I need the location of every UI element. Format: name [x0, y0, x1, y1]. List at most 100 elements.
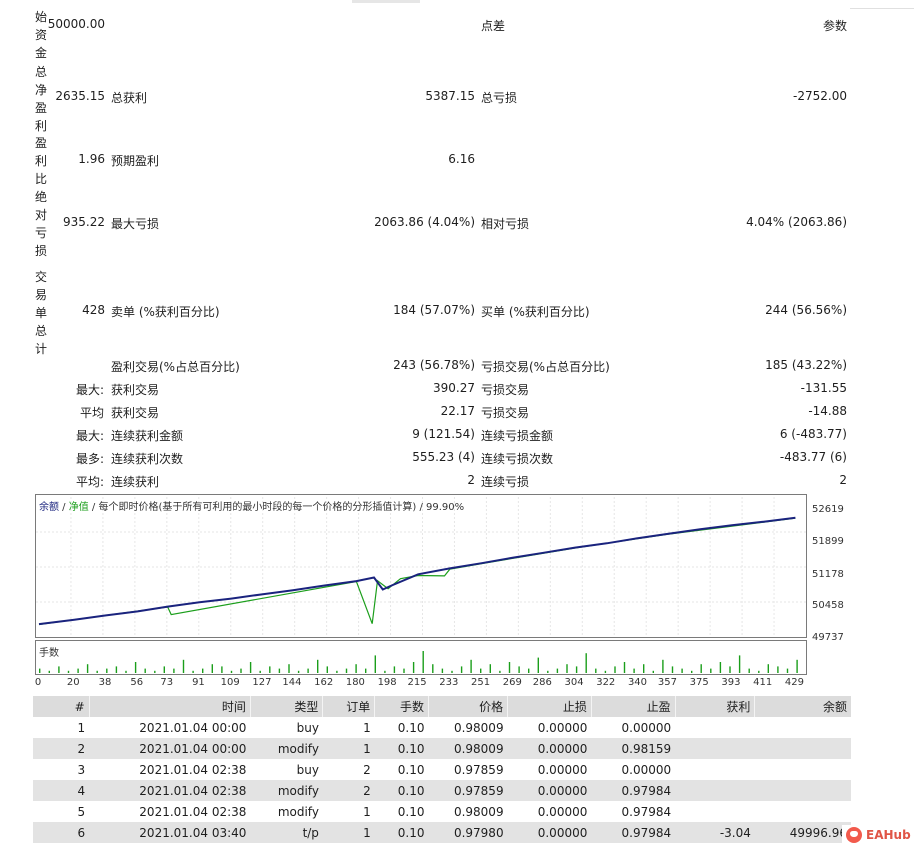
- column-header[interactable]: #: [33, 696, 90, 717]
- lots-bar: [259, 670, 261, 673]
- lots-bar: [681, 668, 683, 673]
- table-cell: 0.10: [374, 780, 429, 801]
- lots-bar: [460, 666, 463, 673]
- table-cell: [675, 780, 755, 801]
- lots-bar: [777, 666, 779, 673]
- label-max-drawdown: 最大亏损: [111, 217, 160, 231]
- x-tick-label: 91: [192, 677, 205, 688]
- lots-bar: [700, 664, 702, 673]
- x-tick-label: 322: [596, 677, 616, 688]
- table-row[interactable]: 2 2021.01.04 00:00 modify 1 0.10 0.98009 0.000…: [33, 738, 851, 759]
- table-row[interactable]: 1 2021.01.04 00:00 buy 1 0.10 0.98009 0.00000 0…: [33, 717, 851, 738]
- label-max-consec-loss-amount: 连续亏损金额: [481, 429, 554, 443]
- table-cell: [754, 780, 851, 801]
- label-initial-deposit: 始资金: [34, 10, 47, 60]
- lots-bar: [307, 668, 309, 673]
- top-divider: [850, 8, 914, 9]
- lots-bar: [748, 668, 750, 673]
- y-tick-label: 49737: [812, 632, 844, 643]
- table-cell: [755, 759, 851, 780]
- top-scroll-indicator: [352, 0, 420, 3]
- x-tick-label: 38: [98, 677, 112, 688]
- value-relative-drawdown: 4.04% (2063.86): [746, 215, 847, 229]
- label-avg-consec-loss: 连续亏损: [481, 475, 530, 489]
- label-max-consec-loss-count: 连续亏损次数: [481, 452, 554, 466]
- x-tick-label: 233: [439, 677, 459, 688]
- table-cell: 2: [363, 762, 371, 777]
- label-spread: 点差: [481, 19, 506, 33]
- lots-bar: [691, 670, 693, 673]
- lots-bar: [297, 670, 300, 673]
- x-tick-label: 411: [753, 677, 773, 688]
- balance-chart-plot: [36, 497, 806, 637]
- lots-bar: [39, 668, 41, 673]
- lots-bar: [192, 670, 194, 673]
- table-cell: buy: [296, 720, 319, 735]
- label-largest-loss: 亏损交易: [481, 383, 530, 397]
- lots-bar: [489, 664, 491, 673]
- column-header[interactable]: 余额: [754, 696, 851, 717]
- table-cell: 1: [77, 720, 86, 735]
- label-average-loss: 亏损交易: [481, 406, 530, 420]
- value-initial-deposit: 50000.00: [47, 17, 105, 31]
- table-cell: 2021.01.04 03:40: [89, 822, 251, 843]
- table-cell: 0.00000: [507, 780, 592, 801]
- trades-table-header: # 时间 类型 订单 手数 价格 止损 止盈 获利 余额: [33, 696, 851, 717]
- x-tick-label: 20: [66, 677, 80, 688]
- label-max-consec-win-count: 连续获利次数: [111, 452, 184, 466]
- table-cell: 2021.01.04 02:38: [139, 762, 247, 777]
- table-cell: 0.00000: [537, 720, 588, 735]
- lots-bar: [451, 670, 453, 673]
- value-profit-factor: 1.96: [78, 152, 105, 166]
- column-header[interactable]: 止盈: [590, 696, 676, 717]
- table-row[interactable]: 3 2021.01.04 02:38 buy 2 0.10 0.97859 0.00000 0…: [33, 759, 851, 780]
- table-cell: 2021.01.04 02:38: [139, 804, 247, 819]
- value-absolute-drawdown: 935.22: [63, 215, 105, 229]
- lots-bar: [547, 670, 549, 673]
- lots-bar: [470, 659, 472, 673]
- lots-bar: [240, 668, 242, 673]
- table-cell: 0.00000: [507, 822, 592, 843]
- table-cell: modify: [250, 780, 323, 801]
- value-avg-consec-win: 2: [467, 473, 475, 487]
- column-header[interactable]: 获利: [674, 696, 755, 717]
- lots-bar: [480, 668, 482, 673]
- x-tick-label: 340: [627, 677, 648, 688]
- lots-bar: [643, 664, 645, 673]
- column-header[interactable]: 类型: [249, 696, 323, 717]
- value-expected-payoff: 6.16: [448, 152, 475, 166]
- value-max-consec-win-amount: 9 (121.54): [412, 427, 475, 441]
- lots-bar: [575, 666, 578, 673]
- value-max-consec-loss-amount: 6 (-483.77): [779, 427, 847, 441]
- table-cell: 0.97859: [428, 780, 508, 801]
- table-row[interactable]: 5 2021.01.04 02:38 modify 1 0.10 0.98009 0.000…: [33, 801, 851, 822]
- x-tick-label: 429: [784, 677, 804, 688]
- lots-bar: [710, 668, 712, 673]
- table-row[interactable]: 6 2021.01.04 03:40 t/p 1 0.10 0.97980 0.00000 0…: [33, 822, 851, 843]
- y-tick-label: 52619: [812, 504, 844, 515]
- table-cell: 4: [33, 780, 90, 801]
- table-row[interactable]: 4 2021.01.04 02:38 modify 2 0.10 0.97859 0.000…: [33, 780, 851, 801]
- lots-bar: [202, 668, 204, 673]
- column-header[interactable]: 时间: [88, 696, 251, 717]
- x-tick-label: 215: [407, 677, 427, 688]
- value-average-profit: 22.17: [440, 404, 475, 418]
- column-header[interactable]: 订单: [322, 696, 375, 717]
- value-average-loss: -14.88: [808, 404, 847, 418]
- table-cell: [754, 738, 851, 759]
- table-cell: 3: [77, 762, 86, 777]
- label-net-profit: 总净盈利: [34, 65, 47, 133]
- column-header[interactable]: 止损: [507, 696, 592, 717]
- column-header[interactable]: 手数: [374, 696, 429, 717]
- lots-bar: [125, 670, 127, 673]
- lots-bar: [67, 670, 70, 673]
- value-largest-profit: 390.27: [433, 381, 475, 395]
- lots-bar: [288, 664, 290, 673]
- lots-bar: [508, 662, 511, 673]
- lots-bar: [729, 666, 731, 673]
- x-tick-label: 198: [377, 677, 397, 688]
- legend-balance: 余额: [39, 502, 59, 513]
- table-cell: 0.00000: [537, 762, 588, 777]
- column-header[interactable]: 价格: [427, 696, 508, 717]
- lots-bar: [671, 666, 674, 673]
